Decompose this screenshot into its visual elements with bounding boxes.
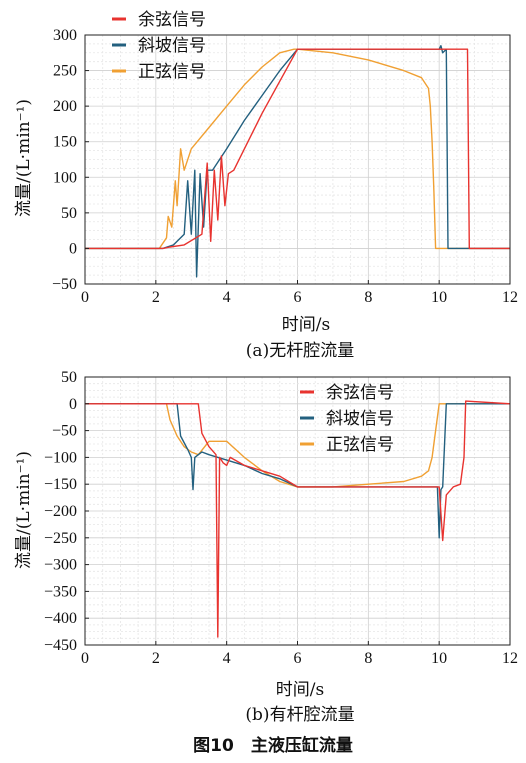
y-tick-label: 200 [53,98,77,115]
x-tick-label: 0 [81,650,89,667]
x-tick-label: 6 [294,650,302,667]
x-tick-label: 8 [364,289,372,306]
y-tick-label: 150 [53,134,77,151]
y-tick-label: −400 [44,610,77,627]
x-tick-label: 4 [223,650,231,667]
y-tick-label: −100 [44,449,77,466]
y-tick-label: −50 [52,276,77,293]
y-tick-label: −350 [44,583,77,600]
series-line-ramp [85,45,510,278]
chart-b-ylabel: 流量/(L·min⁻¹) [14,451,34,569]
x-tick-label: 2 [152,650,160,667]
y-tick-label: −450 [44,637,77,654]
legend-label: 余弦信号 [138,10,206,30]
y-tick-label: 0 [69,396,77,413]
chart-b-caption: (b)有杆腔流量 [245,705,354,725]
y-tick-label: −300 [44,557,77,574]
chart-b-series [85,400,511,638]
y-tick-label: 100 [53,169,77,186]
y-tick-label: 300 [53,27,77,44]
y-tick-label: −150 [44,476,77,493]
chart-a-grid [84,34,511,285]
chart-a-series [85,45,510,278]
chart-a-yticks: −50 0 50 100 150 200 250 300 [52,27,89,293]
y-tick-label: 50 [61,205,77,222]
y-tick-label: 250 [53,63,77,80]
x-tick-label: 0 [81,289,89,306]
legend-label: 正弦信号 [138,62,206,82]
chart-a-xlabel: 时间/s [282,315,330,335]
series-line-cosine [85,400,511,638]
y-tick-label: 50 [61,369,77,386]
series-line-ramp [85,403,510,539]
legend-label: 余弦信号 [326,383,394,403]
chart-b-yticks: 50 0 −50 −100 −150 −200 −250 −300 −350 −400 −450 [44,369,89,654]
series-line-sine [85,48,510,250]
chart-b-grid [84,376,511,646]
chart-b: 0 2 4 6 8 10 12 50 0 −50 −100 −150 −200 −250 −300 −350… [14,369,518,725]
legend-label: 斜坡信号 [326,409,394,429]
legend-label: 斜坡信号 [138,36,206,56]
chart-a-xticks: 0 2 4 6 8 10 12 [81,280,518,306]
x-tick-label: 12 [502,289,518,306]
chart-a-caption: (a)无杆腔流量 [246,341,354,361]
y-tick-label: 0 [69,240,77,257]
x-tick-label: 2 [152,289,160,306]
x-tick-label: 10 [431,289,447,306]
series-line-cosine [85,48,510,250]
chart-b-xlabel: 时间/s [276,680,324,700]
x-tick-label: 10 [431,650,447,667]
y-tick-label: −250 [44,530,77,547]
y-tick-label: −50 [52,423,77,440]
y-tick-label: −200 [44,503,77,520]
x-tick-label: 4 [223,289,231,306]
x-tick-label: 12 [502,650,518,667]
chart-b-xticks: 0 2 4 6 8 10 12 [81,641,518,667]
legend-label: 正弦信号 [326,435,394,455]
chart-a-ylabel: 流量/(L·min⁻¹) [14,99,34,217]
figure-caption: 图10 主液压缸流量 [193,735,353,756]
x-tick-label: 8 [364,650,372,667]
x-tick-label: 6 [294,289,302,306]
